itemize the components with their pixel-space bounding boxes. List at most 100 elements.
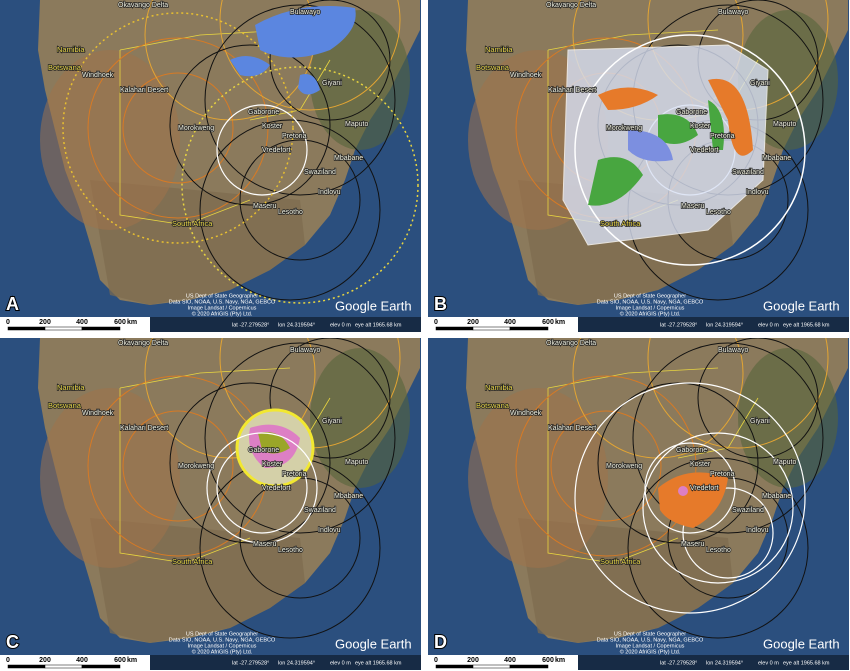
place-label: Kalahari Desert bbox=[120, 87, 168, 94]
place-label: Koster bbox=[262, 123, 283, 130]
status-text: lon 24.319594° bbox=[706, 660, 743, 666]
brand: Google Earth bbox=[763, 298, 840, 313]
impact-ring bbox=[204, 4, 396, 196]
panel-letter: D bbox=[434, 632, 447, 652]
scale-segment bbox=[7, 664, 46, 669]
place-label: Pretoria bbox=[282, 133, 307, 140]
scale-unit: km bbox=[127, 319, 137, 326]
impact-ring bbox=[627, 457, 809, 639]
place-label: Mbabane bbox=[762, 155, 791, 162]
place-label: Maputo bbox=[773, 121, 796, 128]
attribution: Data SIO, NOAA, U.S. Navy, NGA, GEBCO bbox=[169, 637, 276, 643]
place-label: Koster bbox=[690, 461, 711, 468]
place-label: Vredefort bbox=[262, 485, 291, 492]
place-label: South Africa bbox=[172, 219, 213, 228]
place-label: Swaziland bbox=[732, 169, 764, 176]
status-text: lon 24.319594° bbox=[278, 322, 315, 328]
attribution: Data SIO, NOAA, U.S. Navy, NGA, GEBCO bbox=[169, 299, 276, 305]
place-label: Lesotho bbox=[706, 209, 731, 216]
scale-segment bbox=[509, 664, 549, 669]
place-label: Namibia bbox=[57, 383, 85, 392]
impact-ring bbox=[169, 382, 331, 544]
border bbox=[547, 367, 759, 564]
attribution: Image Landsat / Copernicus bbox=[188, 305, 257, 311]
status-text: eye alt 1965.68 km bbox=[355, 322, 402, 328]
place-label: Morokweng bbox=[178, 125, 214, 132]
scale-unit: km bbox=[555, 657, 565, 664]
panel-letter: A bbox=[6, 294, 19, 314]
scale-tick-label: 0 bbox=[434, 657, 438, 664]
place-label: Lesotho bbox=[278, 547, 303, 554]
place-label: Maputo bbox=[345, 459, 368, 466]
impact-ring bbox=[574, 34, 806, 266]
status-text: elev 0 m bbox=[330, 322, 351, 328]
scale-tick-label: 400 bbox=[504, 319, 516, 326]
attribution: Image Landsat / Copernicus bbox=[616, 305, 685, 311]
place-label: Maseru bbox=[253, 203, 276, 210]
desert bbox=[468, 388, 608, 568]
impact-ring bbox=[122, 72, 234, 184]
place-label: Gaborone bbox=[676, 109, 707, 116]
place-label: Okavango Delta bbox=[546, 340, 596, 347]
scale-tick-label: 200 bbox=[39, 319, 51, 326]
place-label: Windhoek bbox=[82, 410, 114, 417]
scale-unit: km bbox=[127, 657, 137, 664]
impact-ring bbox=[216, 104, 308, 196]
map-panel: Okavango Delta Bulawayo Namibia BotswanaWin… bbox=[0, 338, 421, 670]
place-label: Mbabane bbox=[762, 493, 791, 500]
place-label: South Africa bbox=[172, 557, 213, 566]
place-label: South Africa bbox=[600, 557, 641, 566]
panel-letter: C bbox=[6, 632, 19, 652]
place-label: Okavango Delta bbox=[118, 340, 168, 347]
attribution: US Dept of State Geographer bbox=[614, 293, 686, 299]
place-label: Maseru bbox=[681, 203, 704, 210]
attribution: © 2020 AfriGIS (Pty) Ltd. bbox=[192, 310, 253, 317]
scale-tick-label: 0 bbox=[6, 319, 10, 326]
impact-ring bbox=[682, 487, 774, 579]
status-text: eye alt 1965.68 km bbox=[783, 322, 830, 328]
place-label: Bulawayo bbox=[290, 347, 320, 354]
impact-ring bbox=[219, 0, 401, 111]
place-label: Maseru bbox=[253, 541, 276, 548]
impact-ring bbox=[647, 338, 829, 449]
status-text: elev 0 m bbox=[758, 322, 779, 328]
status-text: lat -27.279528° bbox=[660, 660, 697, 666]
attribution: US Dept of State Geographer bbox=[186, 293, 258, 299]
scale-segment bbox=[44, 664, 83, 669]
status-strip bbox=[150, 317, 421, 332]
attribution: Data SIO, NOAA, U.S. Navy, NGA, GEBCO bbox=[597, 299, 704, 305]
status-text: lon 24.319594° bbox=[278, 660, 315, 666]
dotted-ring bbox=[62, 12, 294, 244]
status-text: lon 24.319594° bbox=[706, 322, 743, 328]
place-label: Swaziland bbox=[304, 507, 336, 514]
place-label: Bulawayo bbox=[718, 347, 748, 354]
place-label: Botswana bbox=[48, 63, 82, 72]
place-label: Swaziland bbox=[732, 507, 764, 514]
place-label: Bulawayo bbox=[290, 9, 320, 16]
status-strip bbox=[150, 655, 421, 670]
impact-ring bbox=[206, 432, 318, 544]
attribution: © 2020 AfriGIS (Pty) Ltd. bbox=[192, 648, 253, 655]
impact-ring bbox=[597, 382, 759, 544]
place-label: Indlovu bbox=[318, 189, 341, 196]
place-label: Botswana bbox=[48, 401, 82, 410]
scale-unit: km bbox=[555, 319, 565, 326]
place-label: Giyani bbox=[750, 418, 770, 425]
dotted-ring bbox=[181, 66, 419, 304]
place-label: Giyani bbox=[322, 80, 342, 87]
status-text: eye alt 1965.68 km bbox=[355, 660, 402, 666]
scale-tick-label: 0 bbox=[434, 319, 438, 326]
map-view: Okavango Delta Bulawayo Namibia BotswanaWin… bbox=[428, 0, 849, 332]
place-label: Indlovu bbox=[746, 527, 769, 534]
place-label: Namibia bbox=[485, 383, 513, 392]
status-text: lat -27.279528° bbox=[232, 660, 269, 666]
impact-ring bbox=[572, 338, 744, 459]
deposit-orange bbox=[598, 78, 753, 156]
status-strip bbox=[578, 317, 849, 332]
scale-segment bbox=[472, 326, 511, 331]
scale-segment bbox=[435, 664, 474, 669]
map-panel: Okavango Delta Bulawayo Namibia BotswanaWin… bbox=[428, 338, 849, 670]
place-label: Okavango Delta bbox=[546, 2, 596, 9]
place-label: Lesotho bbox=[278, 209, 303, 216]
impact-ring bbox=[169, 44, 331, 206]
